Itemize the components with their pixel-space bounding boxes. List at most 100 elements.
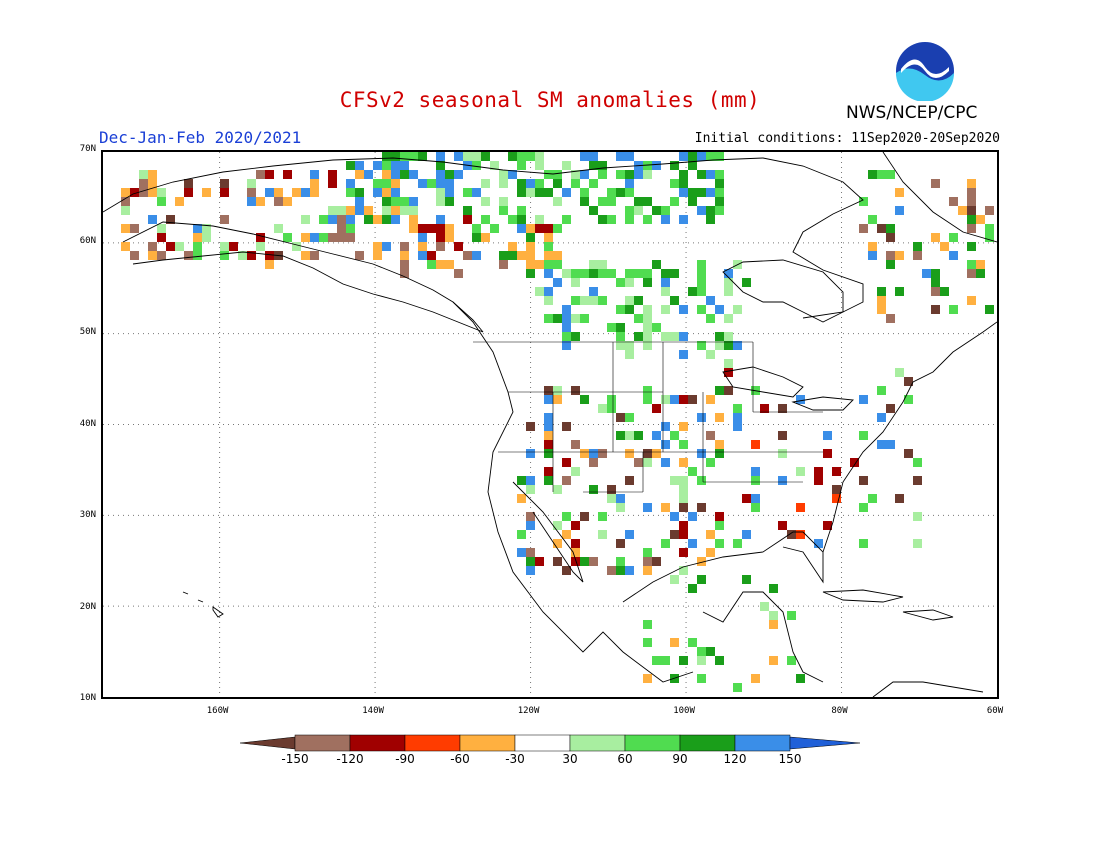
- anomaly-cell: [985, 206, 994, 215]
- anomaly-cell: [562, 314, 571, 323]
- anomaly-cell: [688, 287, 697, 296]
- anomaly-cell: [643, 332, 652, 341]
- anomaly-cell: [679, 152, 688, 161]
- anomaly-cell: [697, 170, 706, 179]
- anomaly-cell: [265, 170, 274, 179]
- anomaly-cell: [589, 152, 598, 161]
- anomaly-cell: [913, 539, 922, 548]
- anomaly-cell: [895, 287, 904, 296]
- anomaly-cell: [625, 206, 634, 215]
- anomaly-cell: [598, 215, 607, 224]
- anomaly-cell: [769, 656, 778, 665]
- anomaly-cell: [625, 179, 634, 188]
- anomaly-cell: [274, 188, 283, 197]
- anomaly-cell: [724, 341, 733, 350]
- anomaly-cell: [553, 539, 562, 548]
- anomaly-cell: [949, 305, 958, 314]
- anomaly-cell: [526, 566, 535, 575]
- anomaly-cell: [796, 674, 805, 683]
- anomaly-cell: [553, 251, 562, 260]
- anomaly-cell: [148, 242, 157, 251]
- anomaly-cell: [517, 494, 526, 503]
- anomaly-cell: [931, 269, 940, 278]
- anomaly-cell: [697, 476, 706, 485]
- anomaly-cell: [625, 170, 634, 179]
- anomaly-cell: [742, 494, 751, 503]
- anomaly-cell: [616, 503, 625, 512]
- anomaly-cell: [616, 413, 625, 422]
- anomaly-cell: [877, 224, 886, 233]
- anomaly-cell: [625, 278, 634, 287]
- anomaly-cell: [292, 188, 301, 197]
- colorbar-segment: [514, 734, 571, 752]
- anomaly-cell: [400, 197, 409, 206]
- anomaly-cell: [355, 206, 364, 215]
- anomaly-cell: [148, 251, 157, 260]
- anomaly-cell: [661, 440, 670, 449]
- anomaly-cell: [643, 215, 652, 224]
- anomaly-cell: [346, 224, 355, 233]
- anomaly-cell: [121, 242, 130, 251]
- anomaly-cell: [571, 440, 580, 449]
- anomaly-cell: [526, 485, 535, 494]
- anomaly-cell: [553, 314, 562, 323]
- anomaly-cell: [823, 521, 832, 530]
- anomaly-cell: [652, 431, 661, 440]
- anomaly-cell: [202, 224, 211, 233]
- anomaly-cell: [688, 197, 697, 206]
- anomaly-cell: [193, 224, 202, 233]
- anomaly-cell: [184, 251, 193, 260]
- anomaly-cell: [967, 224, 976, 233]
- anomaly-cell: [886, 233, 895, 242]
- anomaly-cell: [607, 323, 616, 332]
- anomaly-cell: [544, 440, 553, 449]
- anomaly-cell: [625, 341, 634, 350]
- anomaly-cell: [715, 341, 724, 350]
- anomaly-cell: [382, 161, 391, 170]
- anomaly-cell: [409, 170, 418, 179]
- anomaly-cell: [634, 197, 643, 206]
- anomaly-cell: [283, 233, 292, 242]
- anomaly-cell: [778, 449, 787, 458]
- anomaly-cell: [409, 152, 418, 161]
- anomaly-cell: [436, 161, 445, 170]
- anomaly-cell: [544, 431, 553, 440]
- anomaly-cell: [589, 269, 598, 278]
- anomaly-cell: [697, 557, 706, 566]
- anomaly-cell: [490, 161, 499, 170]
- anomaly-cell: [616, 566, 625, 575]
- anomaly-cell: [931, 179, 940, 188]
- political-boundaries: [473, 341, 823, 493]
- anomaly-cell: [688, 188, 697, 197]
- anomaly-cell: [724, 269, 733, 278]
- anomaly-cell: [229, 242, 238, 251]
- anomaly-cell: [571, 179, 580, 188]
- anomaly-cell: [436, 260, 445, 269]
- anomaly-cell: [643, 620, 652, 629]
- anomaly-cell: [931, 305, 940, 314]
- anomaly-cell: [427, 224, 436, 233]
- anomaly-cell: [256, 197, 265, 206]
- anomaly-cell: [544, 269, 553, 278]
- anomaly-cell: [535, 161, 544, 170]
- anomaly-cell: [373, 251, 382, 260]
- latitude-label: 20N: [79, 601, 96, 612]
- anomaly-cell: [535, 557, 544, 566]
- anomaly-cell: [670, 395, 679, 404]
- anomaly-cell: [562, 332, 571, 341]
- anomaly-cell: [508, 242, 517, 251]
- anomaly-cell: [166, 242, 175, 251]
- anomaly-cell: [697, 449, 706, 458]
- anomaly-cell: [436, 188, 445, 197]
- latitude-label: 40N: [79, 418, 96, 429]
- anomaly-cell: [472, 152, 481, 161]
- anomaly-cell: [202, 233, 211, 242]
- anomaly-cell: [526, 557, 535, 566]
- longitude-label: 100W: [673, 706, 695, 716]
- anomaly-cell: [544, 170, 553, 179]
- anomaly-cell: [895, 494, 904, 503]
- anomaly-cell: [688, 539, 697, 548]
- anomaly-cell: [670, 476, 679, 485]
- anomaly-cell: [220, 215, 229, 224]
- anomaly-cell: [436, 233, 445, 242]
